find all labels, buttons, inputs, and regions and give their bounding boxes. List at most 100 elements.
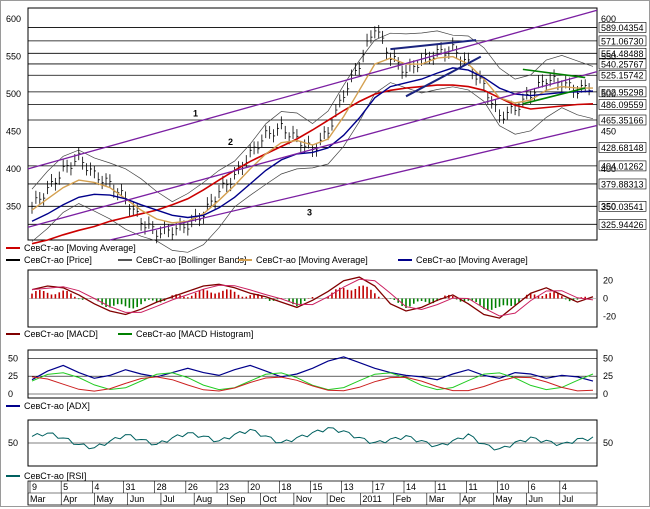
time-axis-day: 28 [157, 482, 167, 492]
legend-macd-histogram: СевСт-ао [MACD Histogram] [136, 329, 253, 339]
level-label: 325.94426 [601, 220, 644, 230]
legend-bollinger: СевСт-ао [Bollinger Bands] [136, 255, 246, 265]
bollinger-lower [31, 82, 594, 253]
price-tick-right: 550 [601, 52, 616, 62]
time-axis-day: 14 [406, 482, 416, 492]
macd-tick: 20 [603, 276, 613, 286]
time-axis-day: 4 [562, 482, 567, 492]
blue-trend-rise [405, 55, 482, 98]
price-tick-left: 500 [6, 89, 21, 99]
price-tick-right: 350 [601, 201, 616, 211]
level-label: 554.48488 [601, 49, 644, 59]
level-box [598, 160, 647, 172]
level-box [598, 219, 647, 230]
level-label: 589.04354 [601, 23, 644, 33]
level-label: 486.09559 [601, 100, 644, 110]
legend-moving-average-red: СевСт-ао [Moving Average] [24, 243, 136, 253]
moving-average-line [31, 67, 594, 222]
channel-label-1: 1 [193, 109, 198, 119]
time-axis-month: May [495, 494, 513, 504]
time-axis-month: Apr [63, 494, 77, 504]
level-label: 428.68148 [601, 143, 644, 153]
minus-di-line [31, 376, 594, 392]
time-axis-month: Oct [263, 494, 278, 504]
rsi-tick-right: 50 [603, 438, 613, 448]
time-axis-day: 23 [219, 482, 229, 492]
time-axis-month: Feb [396, 494, 412, 504]
time-axis-month: Sep [229, 494, 245, 504]
time-axis-day: 9 [32, 482, 37, 492]
time-axis-month: Dec [329, 494, 346, 504]
macd-tick: -20 [603, 311, 616, 321]
time-axis-month: Nov [296, 494, 313, 504]
green-trend-lower [522, 87, 586, 105]
level-box [598, 69, 647, 81]
adx-line [31, 356, 594, 382]
time-axis-day: 11 [468, 482, 477, 492]
price-tick-left: 450 [6, 126, 21, 136]
price-tick-right: 400 [601, 164, 616, 174]
macd-signal-line [31, 278, 594, 317]
price-tick-right: 500 [601, 89, 616, 99]
plus-di-line [31, 372, 594, 391]
level-box [598, 178, 647, 190]
time-axis-day: 13 [344, 482, 354, 492]
legend-moving-average-yellow: СевСт-ао [Moving Average] [256, 255, 368, 265]
time-axis-day: 11 [437, 482, 446, 492]
level-box [598, 22, 647, 33]
price-tick-left: 400 [6, 164, 21, 174]
channel-label-3: 3 [307, 207, 312, 217]
bollinger-upper [31, 30, 594, 203]
level-label: 525.15742 [601, 71, 644, 81]
adx-tick-left: 0 [8, 389, 13, 399]
level-label: 465.35166 [601, 115, 644, 125]
time-axis-day: 26 [188, 482, 198, 492]
level-label: 571.06730 [601, 36, 644, 46]
price-tick-right: 600 [601, 14, 616, 24]
channel-line-1 [27, 9, 598, 170]
level-box [598, 35, 647, 47]
adx-tick-left: 25 [8, 371, 18, 381]
time-axis-month: Apr [462, 494, 476, 504]
level-box [598, 114, 647, 126]
adx-tick-right: 50 [603, 353, 613, 363]
time-axis-day: 18 [281, 482, 291, 492]
level-label: 350.03541 [601, 202, 644, 212]
level-label: 540.25767 [601, 59, 644, 69]
level-box [598, 58, 647, 70]
level-box [598, 142, 647, 153]
time-axis-month: Mar [429, 494, 445, 504]
legend-price: СевСт-ао [Price] [24, 255, 92, 265]
time-axis-day: 4 [94, 482, 99, 492]
green-trend-upper [522, 68, 586, 79]
level-box [598, 200, 647, 212]
adx-tick-right: 25 [603, 371, 613, 381]
time-axis-day: 10 [500, 482, 510, 492]
level-box [598, 47, 647, 59]
channel-line-3 [109, 124, 598, 241]
time-axis-month: Aug [196, 494, 212, 504]
level-box [598, 99, 647, 110]
channel-label-2: 2 [228, 137, 233, 147]
rsi-tick-left: 50 [8, 438, 18, 448]
legend-moving-average-blue: СевСт-ао [Moving Average] [416, 255, 528, 265]
price-tick-left: 600 [6, 14, 21, 24]
adx-tick-right: 0 [603, 389, 608, 399]
time-axis-month: 2011 [362, 494, 381, 504]
adx-tick-left: 50 [8, 353, 18, 363]
legend-rsi: СевСт-ао [RSI] [24, 471, 86, 481]
price-tick-right: 450 [601, 126, 616, 136]
time-axis-day: 31 [126, 482, 136, 492]
time-axis-month: Jul [163, 494, 175, 504]
time-axis-day: 20 [250, 482, 260, 492]
price-tick-left: 350 [6, 201, 21, 211]
macd-tick: 0 [603, 294, 608, 304]
time-axis-day: 17 [375, 482, 385, 492]
price-tick-left: 550 [6, 52, 21, 62]
time-axis-month: Jun [130, 494, 145, 504]
time-axis-day: 15 [313, 482, 323, 492]
legend-adx: СевСт-ао [ADX] [24, 401, 90, 411]
legend-macd: СевСт-ао [MACD] [24, 329, 98, 339]
